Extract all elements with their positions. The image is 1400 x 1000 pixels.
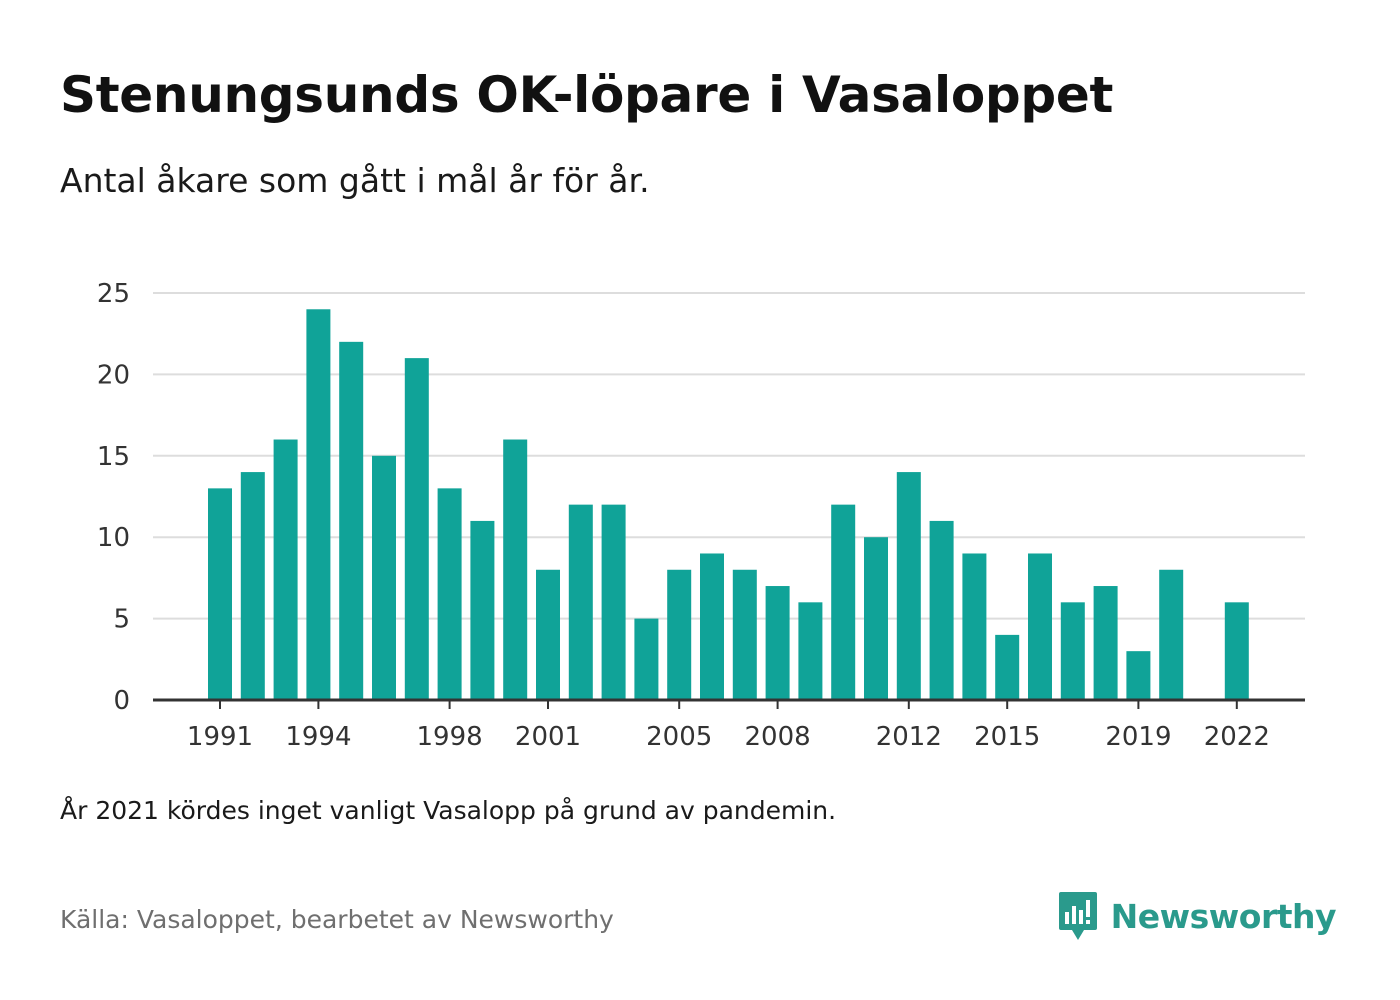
chart-subtitle: Antal åkare som gått i mål år för år. — [60, 161, 650, 200]
bar-2010 — [831, 504, 856, 700]
bar-2020 — [1159, 569, 1184, 700]
newsworthy-logo-icon — [1058, 892, 1097, 940]
bar-1998 — [437, 488, 462, 700]
bar-2014 — [962, 553, 987, 700]
x-tick-label: 2001 — [515, 722, 581, 752]
bar-2008 — [765, 586, 790, 700]
bar-1995 — [339, 341, 364, 700]
y-tick-label: 20 — [97, 360, 130, 390]
bar-2019 — [1126, 651, 1151, 700]
bar-2022 — [1224, 602, 1249, 700]
bar-2000 — [503, 439, 528, 700]
brand-name: Newsworthy — [1110, 896, 1337, 936]
y-tick-label: 5 — [113, 605, 130, 635]
bar-2016 — [1028, 553, 1052, 700]
bar-1993 — [273, 439, 298, 700]
bar-2004 — [634, 618, 659, 700]
x-tick-label: 2015 — [974, 722, 1040, 752]
bar-2003 — [601, 504, 626, 700]
x-tick-label: 1994 — [285, 722, 351, 752]
chart-note: År 2021 kördes inget vanligt Vasalopp på… — [60, 796, 837, 825]
x-tick-label: 2019 — [1105, 722, 1171, 752]
x-tick-label: 2005 — [646, 722, 712, 752]
bar-2013 — [929, 520, 954, 700]
bar-2018 — [1093, 586, 1118, 700]
bar-1999 — [470, 520, 495, 700]
bar-2012 — [896, 472, 921, 700]
bar-1994 — [306, 309, 331, 700]
y-tick-label: 25 — [97, 279, 130, 309]
bar-2009 — [798, 602, 823, 700]
y-tick-label: 0 — [113, 686, 130, 716]
y-tick-label: 15 — [97, 442, 130, 472]
brand-logo: Newsworthy — [1057, 890, 1337, 942]
bar-1997 — [404, 358, 429, 700]
bar-2011 — [864, 537, 888, 700]
bar-2002 — [568, 504, 593, 700]
x-tick-label: 1991 — [187, 722, 253, 752]
x-tick-label: 2022 — [1204, 722, 1270, 752]
bar-2001 — [536, 569, 560, 700]
x-tick-label: 1998 — [417, 722, 483, 752]
bar-2005 — [667, 569, 692, 700]
bar-2015 — [995, 634, 1020, 700]
source-text: Källa: Vasaloppet, bearbetet av Newswort… — [60, 905, 614, 934]
bar-1992 — [240, 472, 265, 700]
x-tick-label: 2012 — [876, 722, 942, 752]
bar-chart: 0 5 10 15 20 25 1991 1994 1998 2001 2005 2008 2012 20… — [97, 279, 1305, 752]
bar-2006 — [700, 553, 724, 700]
bar-2007 — [732, 569, 757, 700]
y-tick-label: 10 — [97, 523, 130, 553]
bar-2017 — [1060, 602, 1085, 700]
bar-1991 — [208, 488, 232, 700]
chart-title: Stenungsunds OK-löpare i Vasaloppet — [60, 66, 1114, 124]
bar-1996 — [372, 455, 396, 700]
x-tick-label: 2008 — [745, 722, 811, 752]
